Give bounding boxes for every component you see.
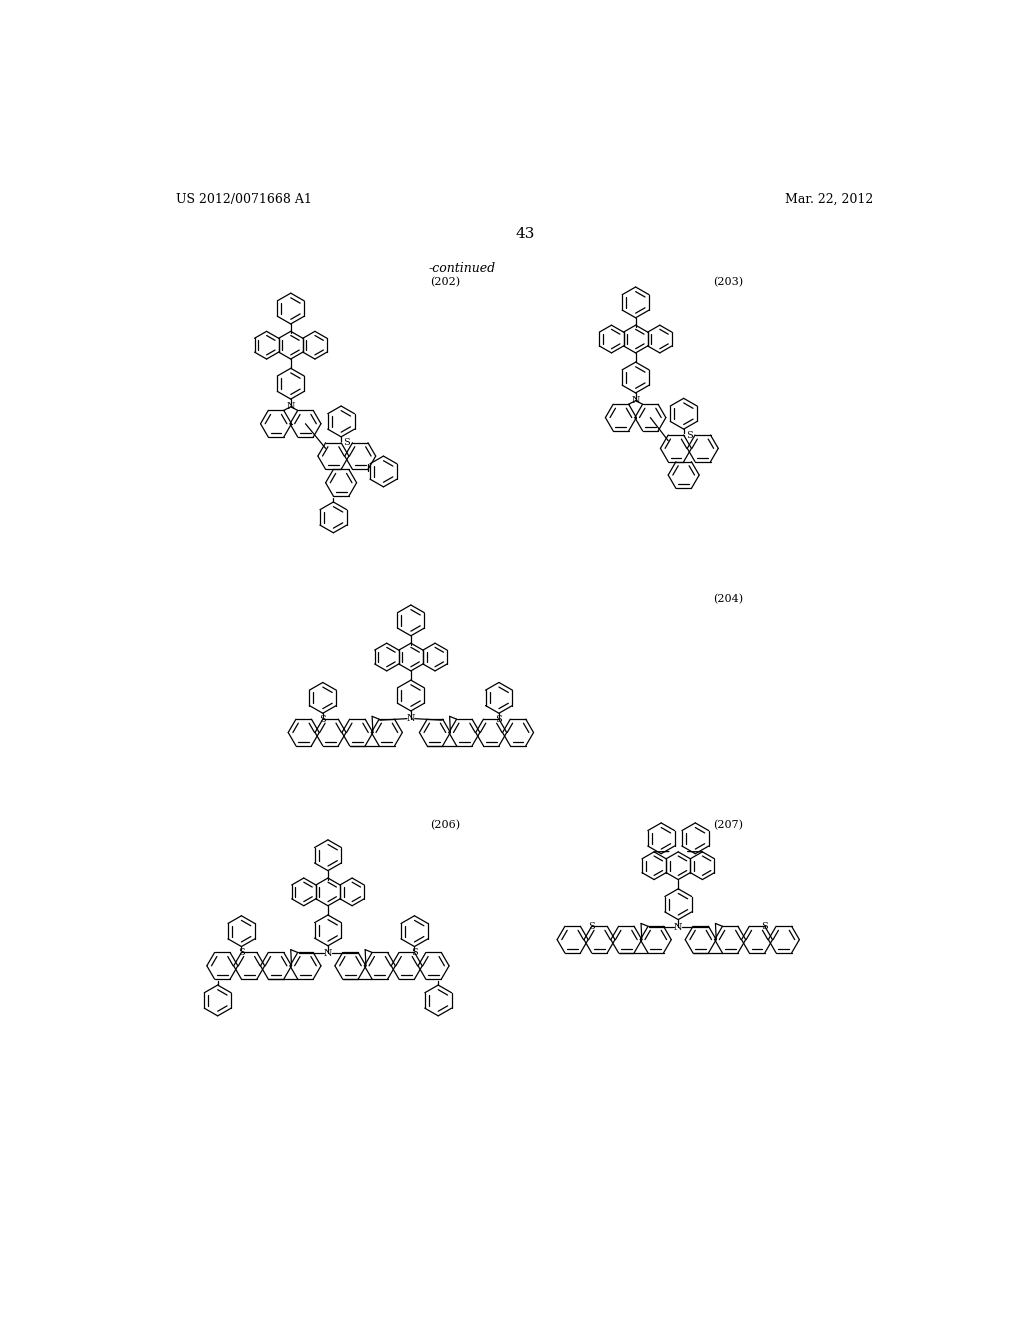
Text: N: N [287,403,295,412]
Text: S: S [319,715,327,723]
Text: S: S [589,923,595,931]
Text: (206): (206) [430,820,461,830]
Text: S: S [238,948,245,957]
Text: US 2012/0071668 A1: US 2012/0071668 A1 [176,193,312,206]
Text: S: S [411,948,418,957]
Text: S: S [762,923,768,931]
Text: 43: 43 [515,227,535,240]
Text: -continued: -continued [429,261,496,275]
Text: N: N [674,923,683,932]
Text: N: N [632,396,640,405]
Text: (203): (203) [713,277,743,288]
Text: (207): (207) [713,820,743,830]
Text: Mar. 22, 2012: Mar. 22, 2012 [785,193,873,206]
Text: (202): (202) [430,277,461,288]
Text: S: S [496,715,503,723]
Text: N: N [407,714,415,723]
Text: S: S [686,430,692,440]
Text: S: S [343,438,350,447]
Text: (204): (204) [713,594,743,605]
Text: N: N [324,949,332,958]
